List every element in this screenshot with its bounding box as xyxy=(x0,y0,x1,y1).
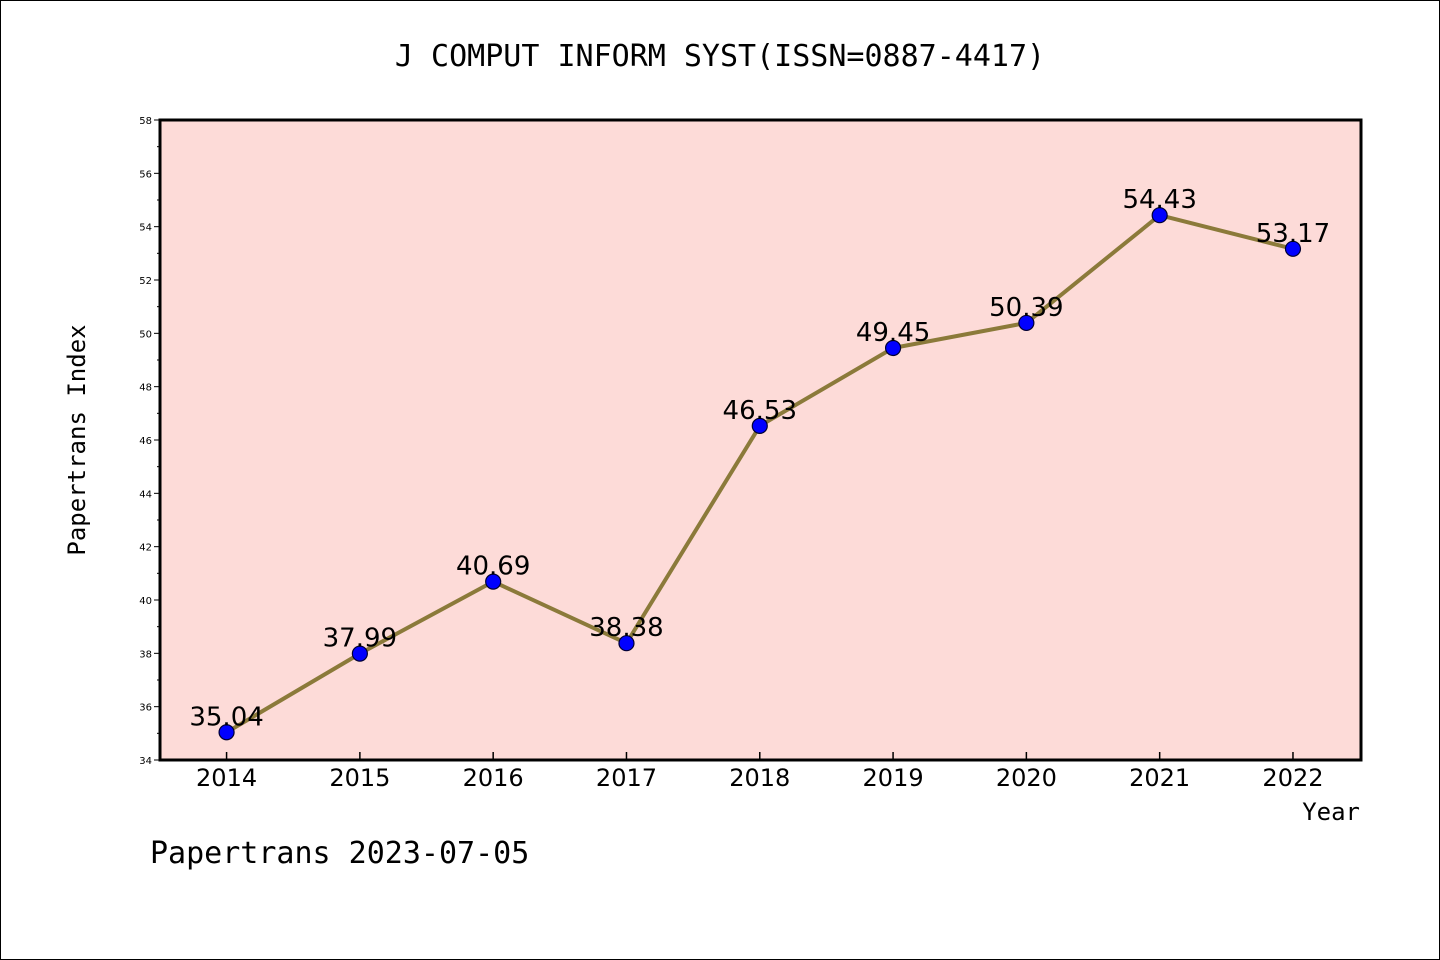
y-tick-label: 40 xyxy=(139,596,152,607)
y-tick-label: 38 xyxy=(139,649,152,660)
x-tick-label: 2015 xyxy=(329,764,390,792)
x-tick-label: 2020 xyxy=(996,764,1057,792)
data-point xyxy=(218,724,235,741)
data-point xyxy=(1018,314,1035,332)
y-tick-label: 48 xyxy=(139,383,152,394)
x-tick-label: 2022 xyxy=(1262,764,1323,792)
data-labels: 35.04 37.99 40.69 38.38 46.53 49.45 50.39 54.43… xyxy=(189,185,1330,732)
series-layer xyxy=(218,207,1302,741)
data-label: 37.99 xyxy=(323,624,397,654)
plot-border xyxy=(158,118,1363,762)
y-tick-label: 58 xyxy=(139,116,152,127)
data-label: 35.04 xyxy=(189,702,263,732)
data-label: 40.69 xyxy=(456,552,530,582)
data-label: 38.38 xyxy=(589,613,663,643)
x-tick-label: 2019 xyxy=(863,764,924,792)
x-tick-label: 2014 xyxy=(196,764,257,792)
chart-title: J COMPUT INFORM SYST(ISSN=0887-4417) xyxy=(395,39,1045,74)
x-tick-label: 2017 xyxy=(596,764,657,792)
y-tick-label: 42 xyxy=(139,543,152,554)
data-label: 46.53 xyxy=(723,396,797,426)
data-point xyxy=(618,635,635,652)
y-tick-label: 56 xyxy=(139,169,152,180)
y-tick-label: 36 xyxy=(139,703,152,714)
footer-source-date: Papertrans 2023-07-05 xyxy=(150,836,529,871)
y-axis: 34 36 38 40 42 44 46 48 50 52 54 56 58 xyxy=(139,116,160,767)
data-point xyxy=(485,573,502,590)
data-label: 54.43 xyxy=(1122,185,1196,215)
y-tick-label: 54 xyxy=(139,223,152,234)
x-axis-title: Year xyxy=(1302,798,1360,826)
y-tick-label: 46 xyxy=(139,436,152,447)
x-tick-label: 2018 xyxy=(729,764,790,792)
data-point xyxy=(1284,240,1302,257)
x-tick-label: 2021 xyxy=(1129,764,1190,792)
data-label: 50.39 xyxy=(989,293,1063,323)
y-tick-label: 44 xyxy=(139,489,152,500)
data-label: 49.45 xyxy=(856,318,930,348)
y-axis-title: Papertrans Index xyxy=(63,324,91,555)
x-axis: 2014 2015 2016 2017 2018 2019 2020 2021 2022 xyxy=(196,752,1324,792)
data-point xyxy=(1151,207,1168,224)
data-point xyxy=(351,645,368,662)
y-tick-label: 52 xyxy=(139,276,152,287)
data-label: 53.17 xyxy=(1256,219,1330,249)
data-point xyxy=(751,417,768,434)
x-tick-label: 2016 xyxy=(463,764,524,792)
y-tick-label: 34 xyxy=(139,756,152,767)
y-tick-label: 50 xyxy=(139,329,152,340)
data-point xyxy=(884,339,902,357)
